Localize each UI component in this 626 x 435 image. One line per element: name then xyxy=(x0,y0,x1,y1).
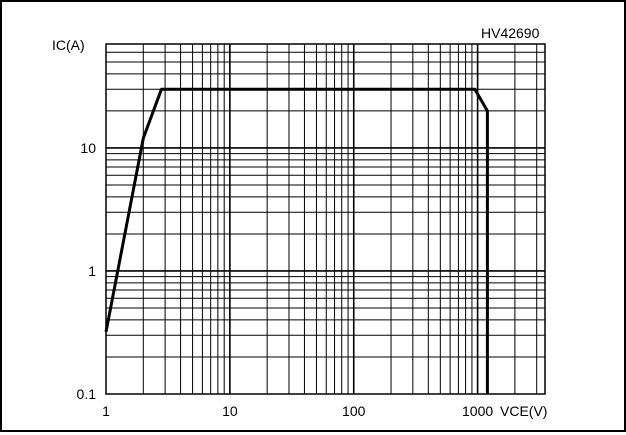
tick-labels: 1 10 100 1000 0.1 1 10 xyxy=(77,140,494,419)
x-axis-label: VCE(V) xyxy=(500,403,547,419)
soa-chart: 1 10 100 1000 0.1 1 10 IC(A) VCE(V) HV42690 xyxy=(52,25,547,419)
y-tick-label: 1 xyxy=(88,263,96,279)
y-axis-label: IC(A) xyxy=(52,37,85,53)
y-tick-label: 0.1 xyxy=(77,386,97,402)
plot-area xyxy=(105,43,546,395)
x-tick-label: 100 xyxy=(342,403,366,419)
safe-operating-area-curve xyxy=(104,87,489,394)
x-tick-label: 10 xyxy=(222,403,238,419)
grid-lines xyxy=(106,44,545,394)
y-tick-label: 10 xyxy=(80,140,96,156)
figure-code: HV42690 xyxy=(481,25,540,41)
x-tick-label: 1 xyxy=(102,403,110,419)
x-tick-label: 1000 xyxy=(462,403,493,419)
